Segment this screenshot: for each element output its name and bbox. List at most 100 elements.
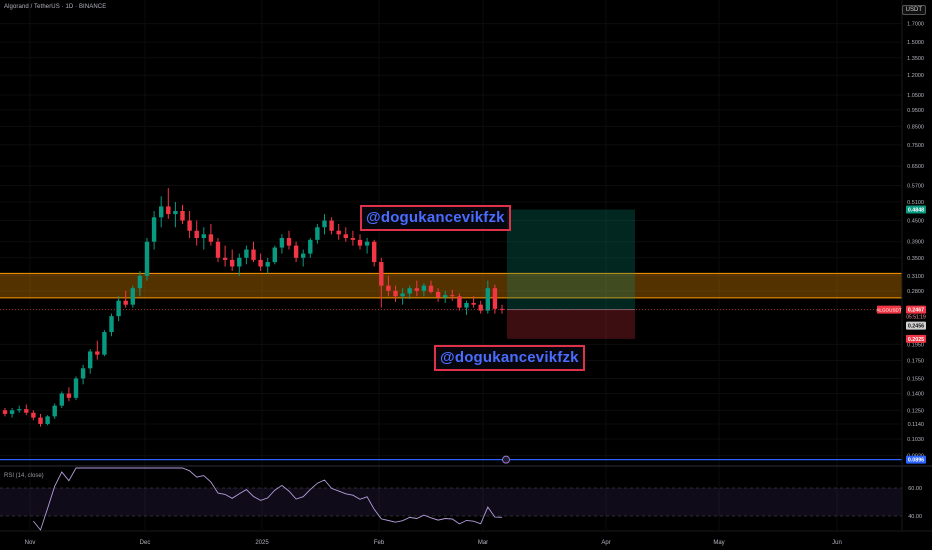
candle	[258, 253, 263, 272]
candle-body	[38, 417, 43, 424]
candle	[492, 284, 498, 314]
rsi-level-label: 40.00	[908, 514, 922, 520]
candle	[109, 313, 114, 337]
candle-body	[286, 237, 292, 246]
rsi-band	[0, 488, 902, 516]
rsi-level-label: 60.00	[908, 486, 922, 492]
candle	[166, 188, 171, 219]
symbol-header[interactable]: Algorand / TetherUS · 1D · BINANCE	[4, 4, 107, 10]
last-price-tag-bg	[906, 305, 926, 314]
candle	[123, 290, 128, 308]
blue-level-tag-bg	[906, 455, 926, 464]
candle	[435, 288, 441, 302]
candle	[45, 415, 50, 426]
candle	[187, 210, 192, 238]
candle	[230, 249, 235, 272]
candle	[350, 230, 356, 246]
candle-body	[379, 262, 384, 286]
candle	[137, 271, 143, 297]
candles	[2, 188, 505, 427]
supply-zone	[0, 273, 902, 298]
candle	[357, 234, 363, 250]
candle	[88, 349, 93, 374]
candle	[414, 280, 419, 297]
candle	[222, 245, 228, 267]
candle	[286, 230, 292, 250]
candle-body	[350, 237, 356, 240]
candle-body	[336, 230, 341, 235]
candle-body	[329, 220, 334, 231]
last-price-tag-text: 0.2467	[908, 308, 924, 314]
candle-body	[251, 249, 256, 260]
candle	[17, 405, 22, 413]
candle	[421, 283, 427, 297]
time-tick-label: Dec	[140, 540, 151, 546]
candle-body	[279, 237, 285, 248]
candle-body	[123, 300, 128, 305]
rsi-line	[33, 467, 503, 531]
price-tick-label: 1.2000	[907, 73, 924, 79]
candle	[173, 202, 178, 228]
candle-body	[95, 351, 100, 355]
candle-body	[457, 296, 462, 308]
candle	[102, 329, 107, 357]
price-tick-label: 0.3500	[907, 256, 924, 262]
candle	[194, 220, 199, 246]
candle-body	[73, 378, 79, 398]
price-tick-label: 0.6500	[907, 164, 924, 170]
candle-body	[180, 210, 185, 221]
blue-level-tag: 0.0896	[906, 455, 926, 464]
candle-body	[272, 247, 277, 263]
candle	[38, 413, 43, 427]
candle	[478, 300, 483, 314]
candle-body	[102, 332, 107, 355]
price-tick-label: 0.1950	[907, 342, 924, 348]
candle	[237, 253, 242, 276]
candle-body	[244, 249, 249, 258]
candle	[144, 237, 150, 281]
candle-body	[237, 257, 242, 267]
candle	[428, 280, 434, 294]
candle	[208, 223, 214, 246]
position-loss-area	[507, 309, 635, 339]
candle-body	[315, 227, 320, 240]
stop-price-tag: 0.2025	[906, 334, 926, 343]
candle	[130, 285, 135, 308]
candle-body	[400, 293, 405, 297]
rsi-label[interactable]: RSI (14, close)	[4, 473, 44, 479]
candle	[471, 296, 476, 308]
candle	[201, 227, 206, 250]
candle-body	[201, 234, 206, 238]
price-tick-label: 0.1400	[907, 392, 924, 398]
position-profit-area	[507, 209, 635, 310]
time-axis: Nov Dec 2025 Feb Mar Apr May Jun	[0, 530, 932, 546]
candle	[301, 249, 306, 267]
price-tick-label: 0.3900	[907, 240, 924, 246]
candle	[59, 391, 64, 408]
candle	[251, 241, 256, 263]
level-a-tag: 0.2456	[906, 321, 926, 330]
candle	[52, 403, 57, 419]
candle	[180, 204, 185, 224]
price-tick-label: 0.9500	[907, 108, 924, 114]
candle-body	[2, 410, 8, 414]
candle	[66, 387, 72, 402]
candle-body	[464, 302, 469, 308]
candle-body	[308, 239, 313, 254]
target-price-tag: 0.4848	[906, 205, 926, 214]
candle	[464, 300, 469, 315]
last-price-tag: 0.2467	[906, 305, 926, 314]
candle-body	[130, 288, 135, 305]
watermark-top: @dogukancevikfzk	[360, 205, 511, 231]
blue-level-tag-text: 0.0896	[908, 458, 924, 464]
candle-body	[372, 241, 377, 263]
candle-body	[166, 206, 171, 215]
currency-button[interactable]: USDT	[901, 5, 926, 15]
stop-price-tag-bg	[906, 334, 926, 343]
symbol-tag-bg	[877, 305, 901, 314]
candle	[379, 257, 384, 308]
candle	[73, 376, 79, 401]
level-a-tag-bg	[906, 321, 926, 330]
candle	[457, 293, 462, 311]
